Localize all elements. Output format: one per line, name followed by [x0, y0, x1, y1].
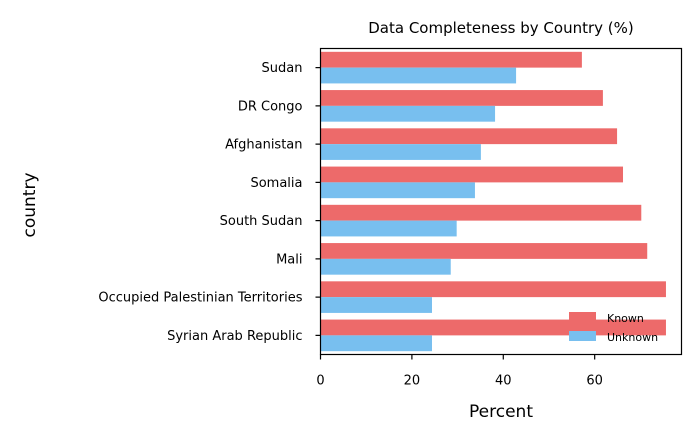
- plot-frame: [319, 47, 683, 356]
- bar-known-3: [320, 166, 624, 183]
- x-ticks-group: 0 20 40 60: [316, 354, 603, 389]
- bar-unknown-7: [320, 335, 432, 352]
- x-tick-label: 0: [316, 374, 324, 389]
- x-tick-label: 60: [586, 374, 603, 389]
- legend-label-known: Known: [607, 312, 644, 325]
- bar-unknown-4: [320, 220, 457, 237]
- bar-known-1: [320, 90, 603, 106]
- legend-swatch-unknown: [569, 331, 596, 341]
- bar-known-0: [320, 51, 582, 68]
- legend: Known Unknown: [569, 312, 658, 344]
- bar-unknown-0: [320, 67, 517, 84]
- bars-group: [320, 51, 666, 352]
- x-axis-title: Percent: [469, 402, 533, 422]
- y-tick-label: DR Congo: [238, 99, 303, 114]
- bar-known-5: [320, 243, 648, 259]
- legend-label-unknown: Unknown: [607, 331, 658, 344]
- bar-unknown-6: [320, 297, 432, 313]
- y-tick-label: Afghanistan: [225, 138, 302, 153]
- y-tick-label: Mali: [276, 252, 302, 267]
- y-axis-title: country: [20, 172, 40, 237]
- bar-known-2: [320, 128, 618, 145]
- chart-title: Data Completeness by Country (%): [368, 19, 634, 37]
- bar-unknown-2: [320, 144, 481, 160]
- y-tick-label: Syrian Arab Republic: [167, 329, 302, 344]
- bar-unknown-1: [320, 105, 496, 122]
- bar-known-6: [320, 281, 666, 298]
- y-tick-label: South Sudan: [220, 214, 303, 229]
- x-tick-label: 40: [495, 374, 512, 389]
- bar-unknown-3: [320, 182, 475, 199]
- y-tick-label: Somalia: [250, 176, 302, 191]
- bar-unknown-5: [320, 258, 451, 275]
- legend-swatch-known: [569, 312, 596, 322]
- y-tick-label: Sudan: [262, 61, 303, 76]
- bar-known-4: [320, 204, 642, 221]
- y-ticks-group: Sudan DR Congo Afghanistan Somalia South Sud…: [98, 61, 321, 344]
- y-tick-label: Occupied Palestinian Territories: [98, 291, 302, 306]
- x-tick-label: 20: [404, 374, 421, 389]
